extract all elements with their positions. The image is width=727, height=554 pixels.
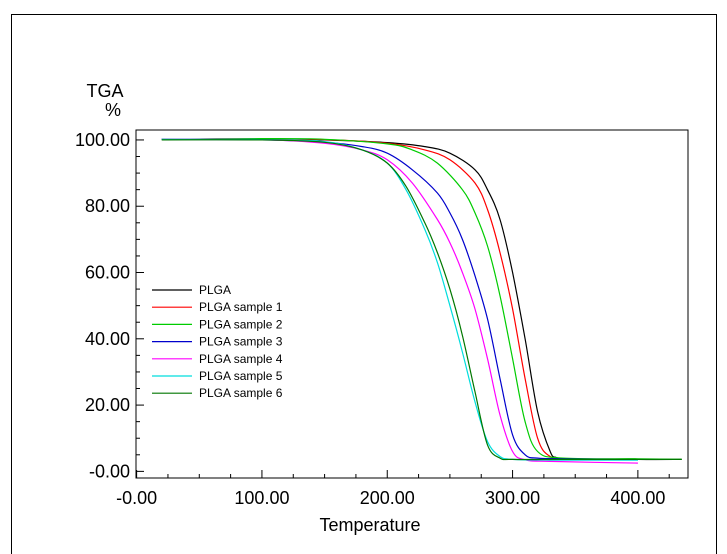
x-tick-label: 400.00 xyxy=(610,488,665,508)
series-line-1 xyxy=(161,138,638,460)
legend-label-6: PLGA sample 6 xyxy=(199,386,283,400)
y-tick-label: 20.00 xyxy=(85,395,130,415)
series-line-6 xyxy=(161,139,682,461)
legend-label-4: PLGA sample 4 xyxy=(199,352,283,366)
series-line-0 xyxy=(161,138,682,461)
legend-label-2: PLGA sample 2 xyxy=(199,317,283,331)
y-tick-label: 80.00 xyxy=(85,196,130,216)
x-tick-label: 200.00 xyxy=(360,488,415,508)
series-line-3 xyxy=(161,138,638,461)
y-axis-title-top: TGA xyxy=(86,81,123,101)
x-tick-label: 100.00 xyxy=(234,488,289,508)
series-line-4 xyxy=(161,138,638,464)
x-tick-label: 300.00 xyxy=(485,488,540,508)
legend-label-5: PLGA sample 5 xyxy=(199,369,283,383)
legend-label-1: PLGA sample 1 xyxy=(199,300,283,314)
legend-label-3: PLGA sample 3 xyxy=(199,335,283,349)
x-tick-label: -0.00 xyxy=(116,488,157,508)
y-tick-label: 40.00 xyxy=(85,329,130,349)
y-tick-label: 60.00 xyxy=(85,263,130,283)
chart-frame xyxy=(11,14,717,554)
y-axis-title-unit: % xyxy=(105,100,121,120)
y-tick-label: -0.00 xyxy=(89,461,130,481)
x-axis-title: Temperature xyxy=(319,515,420,535)
legend-label-0: PLGA xyxy=(199,283,231,297)
y-tick-label: 100.00 xyxy=(75,130,130,150)
plot-area-border xyxy=(135,129,689,479)
series-line-2 xyxy=(161,137,682,460)
